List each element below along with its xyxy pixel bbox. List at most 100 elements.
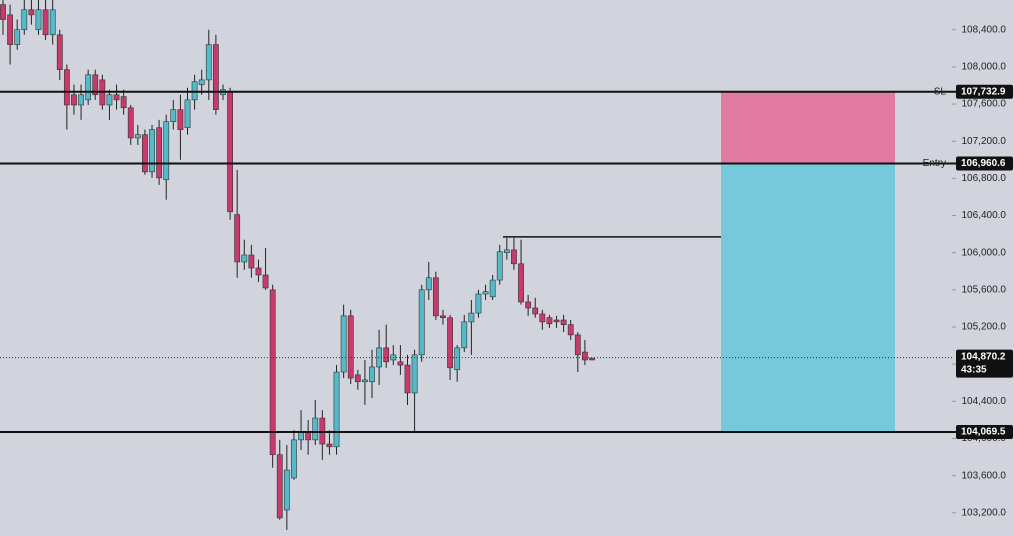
candle-body	[560, 319, 567, 325]
candle-body	[539, 313, 546, 323]
candle-body	[283, 469, 290, 511]
level-tag	[956, 84, 1013, 99]
candle-body	[503, 249, 510, 253]
level-label: 106,960.6	[961, 158, 1006, 169]
candle-body	[28, 9, 35, 16]
candle-body	[106, 94, 113, 106]
y-tick-label: 104,400.0	[962, 396, 1007, 407]
candle-body	[589, 357, 595, 361]
candle-body	[454, 347, 461, 371]
level-label: 104,069.5	[961, 427, 1006, 438]
candle-body	[468, 312, 475, 323]
candle-body	[269, 289, 276, 456]
candle-body	[397, 361, 404, 366]
candle-body	[447, 317, 453, 369]
y-tick-label: 108,000.0	[962, 62, 1007, 73]
candle-body	[574, 334, 581, 356]
y-tick-label: 105,200.0	[962, 322, 1007, 333]
y-tick-label: 108,400.0	[962, 24, 1007, 35]
candle-body	[0, 4, 6, 20]
candle-body	[376, 347, 383, 368]
candle-body	[404, 364, 411, 394]
candle-body	[432, 277, 439, 317]
candle-body	[582, 351, 588, 361]
candle-body	[489, 279, 496, 298]
candle-body	[518, 263, 524, 303]
stop-zone	[721, 91, 895, 164]
candle-body	[85, 74, 92, 101]
candle-body	[170, 109, 177, 122]
y-tick-label: 107,600.0	[962, 99, 1007, 110]
candle-body	[156, 127, 163, 179]
last-price-label: 104,870.2	[961, 351, 1006, 362]
candle-body	[198, 79, 205, 85]
y-tick-label: 107,200.0	[962, 136, 1007, 147]
candle-body	[276, 454, 283, 519]
y-tick-label: 103,200.0	[962, 507, 1007, 518]
candle-body	[532, 307, 539, 315]
candle-body	[298, 431, 304, 441]
candle-body	[142, 134, 148, 173]
candle-body	[212, 44, 219, 110]
candle-body	[49, 9, 56, 36]
level-name: SL	[934, 86, 947, 97]
candle-body	[42, 9, 49, 36]
level-label: 107,732.9	[961, 86, 1006, 97]
candle-body	[248, 254, 255, 269]
level-name: Entry	[923, 158, 946, 169]
level-tag	[956, 425, 1013, 440]
target-zone	[721, 163, 895, 433]
candle-body	[482, 291, 489, 295]
candle-body	[35, 9, 42, 31]
candle-body	[56, 34, 63, 70]
candle-body	[63, 69, 70, 106]
candle-body	[305, 431, 312, 441]
y-tick-label: 106,000.0	[962, 247, 1007, 258]
y-tick-label: 103,600.0	[962, 470, 1007, 481]
candle-body	[511, 249, 517, 265]
candle-body	[525, 301, 532, 309]
candle-body	[347, 315, 354, 379]
candle-body	[496, 251, 503, 281]
candle-body	[14, 29, 21, 45]
candle-body	[163, 121, 170, 181]
candle-body	[440, 315, 446, 318]
candle-body	[78, 94, 84, 106]
candle-body	[71, 94, 77, 106]
candle-body	[7, 14, 13, 45]
y-tick-label: 106,800.0	[962, 173, 1007, 184]
candle-body	[312, 417, 319, 441]
y-tick-label: 106,400.0	[962, 210, 1007, 221]
candle-body	[369, 366, 375, 383]
candle-body	[546, 317, 553, 325]
candle-body	[113, 94, 120, 101]
candle-body	[262, 274, 269, 289]
candle-body	[475, 293, 482, 314]
candle-body	[354, 374, 361, 383]
candle-body	[255, 267, 262, 276]
candle-body	[461, 321, 468, 349]
candle-body	[326, 443, 333, 448]
candle-body	[340, 315, 347, 373]
candle-body	[291, 439, 297, 479]
candle-body	[333, 371, 340, 448]
candle-body	[127, 107, 134, 139]
candle-body	[120, 96, 127, 109]
candle-body	[184, 99, 191, 129]
candle-body	[205, 44, 212, 81]
candle-body	[21, 9, 28, 31]
countdown: 43:35	[961, 364, 987, 375]
candle-body	[567, 324, 574, 336]
candle-body	[425, 277, 432, 291]
candle-body	[411, 354, 418, 394]
candle-body	[383, 347, 390, 363]
candle-body	[92, 74, 99, 96]
candle-body	[177, 109, 184, 130]
last-price-tag	[956, 349, 1013, 378]
candle-body	[418, 289, 425, 356]
candle-body	[134, 134, 141, 139]
candle-body	[227, 91, 233, 213]
level-tag	[956, 156, 1013, 171]
